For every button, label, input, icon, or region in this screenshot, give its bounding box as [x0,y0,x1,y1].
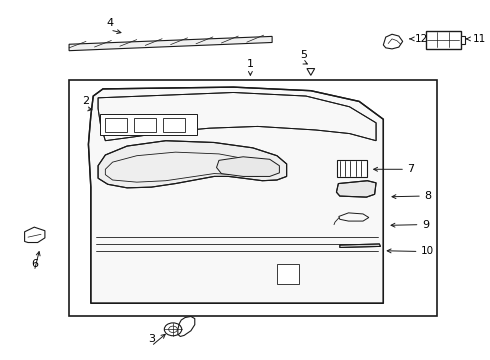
Text: 5: 5 [300,50,307,60]
Text: 3: 3 [148,334,155,344]
Polygon shape [98,93,376,141]
Bar [105,118,127,132]
Text: 11: 11 [473,34,486,44]
Polygon shape [88,87,383,303]
Polygon shape [69,36,272,51]
Polygon shape [340,244,380,248]
Polygon shape [217,157,279,176]
Bar [426,31,461,49]
Text: 4: 4 [107,18,114,28]
Bar [277,264,299,284]
Bar [100,114,197,135]
Bar [134,118,156,132]
Polygon shape [337,181,376,197]
Text: 12: 12 [415,34,428,44]
Bar [461,36,465,44]
Text: 8: 8 [424,191,432,201]
Text: 6: 6 [31,259,38,269]
Bar [163,118,185,132]
Text: 9: 9 [422,220,429,230]
Bar [338,160,368,177]
Text: 2: 2 [82,96,90,107]
Bar [69,80,437,316]
Text: 7: 7 [408,164,415,174]
Text: 1: 1 [247,59,254,69]
Polygon shape [98,141,287,188]
Text: 10: 10 [421,247,434,256]
